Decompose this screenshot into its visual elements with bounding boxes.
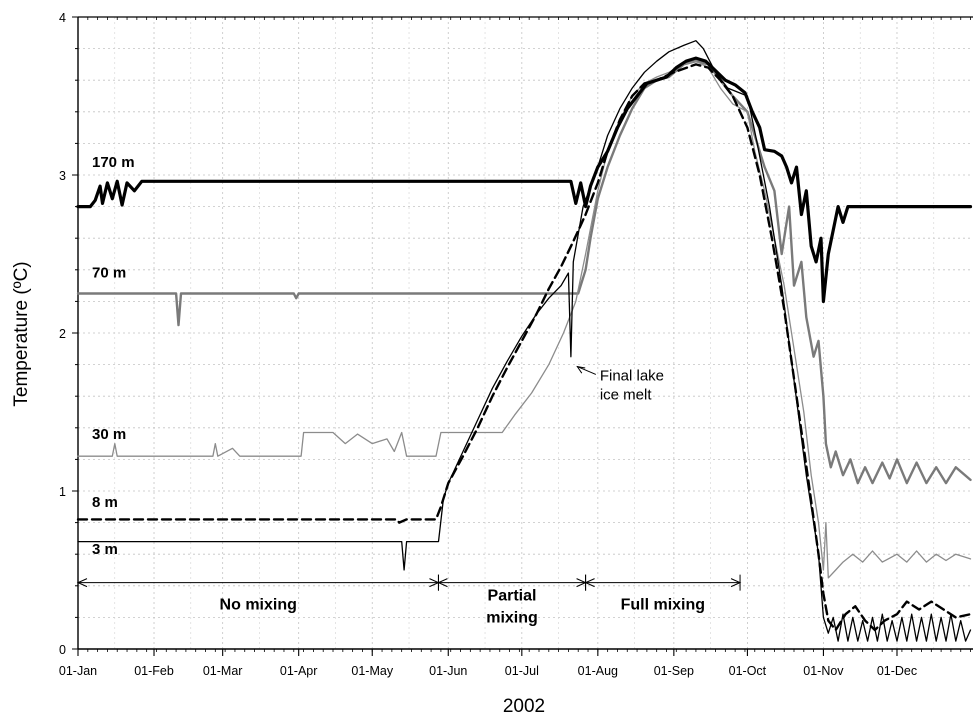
series-label-70m: 70 m: [92, 265, 126, 282]
y-tick-label: 1: [59, 485, 66, 499]
x-tick-label: 01-Oct: [729, 664, 767, 678]
y-tick-label: 4: [59, 11, 66, 25]
series-line-70m: [76, 60, 972, 485]
annotation-text: Final lake: [600, 367, 664, 384]
y-tick-label: 3: [59, 169, 66, 183]
phase-label: Full mixing: [621, 597, 705, 614]
phase-label: Partial: [488, 588, 537, 605]
x-tick-label: 01-Nov: [803, 664, 844, 678]
series-line-3m: [77, 40, 972, 642]
series-line-170m: [76, 56, 973, 303]
x-tick-label: 01-May: [351, 664, 393, 678]
phase-label: mixing: [486, 610, 538, 627]
annotation-arrow-line: [577, 366, 597, 375]
x-tick-label: 01-Feb: [134, 664, 174, 678]
series-labels: 170 m 70 m 30 m 8 m 3 m: [92, 154, 135, 558]
x-tick-label: 01-Mar: [203, 664, 243, 678]
x-tick-label: 01-Sep: [654, 664, 694, 678]
x-tick-label: 01-Jan: [59, 664, 97, 678]
x-axis-title: 2002: [503, 696, 545, 717]
x-tick-label: 01-Jul: [505, 664, 539, 678]
phase-label: No mixing: [220, 597, 297, 614]
y-tick-label: 0: [59, 643, 66, 657]
x-tick-label: 01-Apr: [280, 664, 318, 678]
x-tick-label: 01-Jun: [429, 664, 467, 678]
series-label-3m: 3 m: [92, 541, 118, 558]
data-series: [76, 40, 973, 642]
y-tick-label: 2: [59, 327, 66, 341]
series-label-170m: 170 m: [92, 154, 135, 171]
annotations: Final lake ice melt: [576, 365, 664, 403]
x-tick-label: 01-Dec: [877, 664, 917, 678]
x-tick-label: 01-Aug: [578, 664, 618, 678]
axes: 0 1 2 3 4 01-Jan 01-Feb 01-Mar 01-Apr 01-May 01-Ju…: [59, 11, 973, 678]
grid: [77, 16, 973, 650]
annotation-arrowhead: [576, 365, 586, 374]
series-line-8m: [76, 63, 972, 632]
annotation-text: ice melt: [600, 386, 653, 403]
y-axis-title: Temperature (ºC): [11, 261, 32, 406]
series-label-8m: 8 m: [92, 494, 118, 511]
series-line-30m: [77, 60, 972, 579]
mixing-phases: No mixing Partial mixing Full mixing: [76, 574, 742, 627]
series-label-30m: 30 m: [92, 426, 126, 443]
